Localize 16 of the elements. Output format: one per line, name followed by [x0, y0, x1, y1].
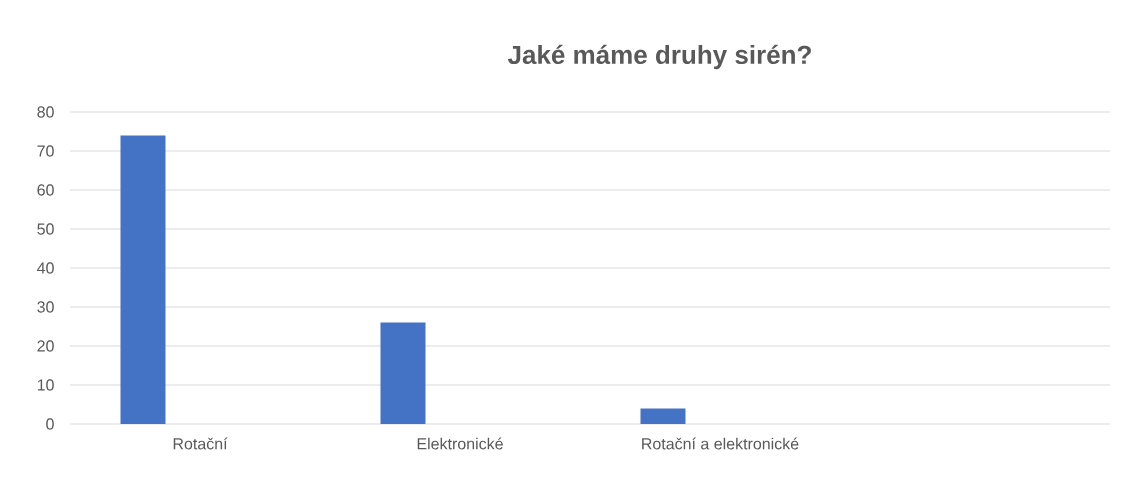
chart-title: Jaké máme druhy sirén? [507, 44, 811, 70]
y-tick-label: 80 [37, 106, 54, 118]
x-tick-label: Rotační [173, 437, 228, 450]
bar [640, 408, 686, 424]
y-tick-label: 10 [37, 379, 54, 391]
x-tick-label: Rotační a elektronické [642, 437, 799, 450]
y-tick-label: 40 [37, 262, 54, 274]
y-tick-label: 50 [37, 223, 54, 235]
x-tick-label: Elektronické [417, 437, 503, 450]
y-tick-label: 0 [46, 418, 54, 430]
bar [120, 135, 166, 424]
bar [380, 322, 426, 424]
y-tick-label: 70 [37, 145, 54, 157]
y-tick-label: 60 [37, 184, 54, 196]
y-tick-label: 30 [37, 301, 54, 313]
y-tick-label: 20 [37, 340, 54, 352]
